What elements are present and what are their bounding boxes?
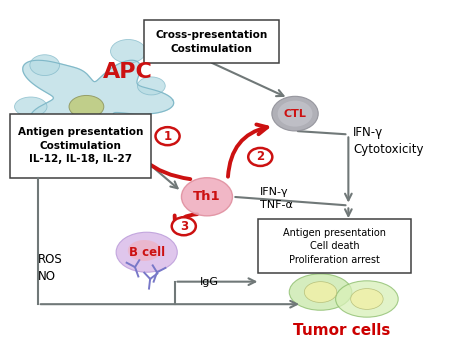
Text: 2: 2 — [256, 150, 264, 163]
Text: CTL: CTL — [283, 109, 307, 119]
Ellipse shape — [15, 97, 47, 117]
Ellipse shape — [336, 281, 398, 317]
Ellipse shape — [304, 282, 337, 302]
Ellipse shape — [106, 137, 132, 153]
Text: APC: APC — [103, 62, 153, 82]
Polygon shape — [23, 60, 173, 151]
Circle shape — [172, 217, 196, 235]
Ellipse shape — [289, 274, 352, 310]
Ellipse shape — [30, 55, 60, 76]
Text: Antigen presentation
Costimulation
IL-12, IL-18, IL-27: Antigen presentation Costimulation IL-12… — [18, 127, 143, 164]
Text: Th1: Th1 — [193, 190, 221, 203]
Circle shape — [182, 178, 232, 216]
Circle shape — [248, 148, 273, 166]
Circle shape — [278, 101, 312, 127]
Text: IFN-γ
Cytotoxicity: IFN-γ Cytotoxicity — [353, 126, 423, 156]
Text: IgG: IgG — [200, 277, 219, 287]
Ellipse shape — [351, 289, 383, 309]
Circle shape — [155, 127, 180, 145]
FancyBboxPatch shape — [145, 20, 279, 63]
Text: ROS
NO: ROS NO — [38, 253, 63, 283]
Text: Cross-presentation
Costimulation: Cross-presentation Costimulation — [155, 30, 268, 54]
Text: Tumor cells: Tumor cells — [293, 323, 390, 338]
Text: Antigen presentation
Cell death
Proliferation arrest: Antigen presentation Cell death Prolifer… — [283, 227, 386, 265]
FancyBboxPatch shape — [258, 219, 411, 273]
Ellipse shape — [110, 39, 146, 63]
Text: 1: 1 — [164, 130, 172, 143]
Text: IFN-γ
TNF-α: IFN-γ TNF-α — [260, 187, 293, 210]
Ellipse shape — [128, 240, 161, 261]
FancyBboxPatch shape — [10, 114, 151, 178]
Ellipse shape — [116, 232, 177, 272]
Text: B cell: B cell — [128, 246, 165, 259]
Ellipse shape — [69, 95, 104, 118]
Ellipse shape — [137, 77, 165, 95]
Ellipse shape — [49, 136, 77, 154]
Text: 3: 3 — [180, 220, 188, 233]
Circle shape — [272, 96, 318, 131]
Ellipse shape — [125, 120, 149, 135]
